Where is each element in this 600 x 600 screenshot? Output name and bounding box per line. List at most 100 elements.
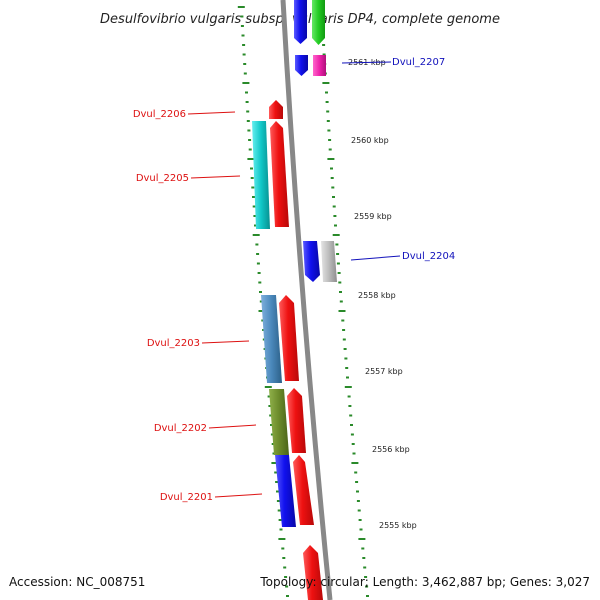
gene-group-top: [294, 0, 326, 76]
outer-tick-mark: [346, 376, 349, 379]
gene-label-dvul-2205[interactable]: Dvul_2205: [136, 173, 189, 184]
inner-tick-mark: [245, 101, 249, 103]
scale-label-2557: 2557 kbp: [365, 367, 403, 376]
gene-box-magenta-2207[interactable]: [313, 55, 326, 76]
outer-tick-mark: [351, 462, 359, 464]
outer-tick-mark: [344, 386, 352, 388]
inner-tick-mark: [282, 557, 286, 559]
gene-label-dvul-2206[interactable]: Dvul_2206: [133, 109, 186, 120]
outer-tick-mark: [348, 405, 352, 407]
outer-tick-mark: [327, 129, 331, 132]
outer-tick-mark: [342, 329, 346, 331]
gene-arrow-red-2205[interactable]: [270, 121, 289, 227]
gene-group-2203: [261, 295, 299, 383]
outer-tick-mark: [335, 243, 339, 246]
gene-label-dvul-2203[interactable]: Dvul_2203: [147, 338, 200, 349]
outer-tick-mark: [328, 139, 332, 141]
inner-tick-mark: [271, 462, 279, 464]
outer-tick-mark: [338, 281, 342, 284]
outer-tick-mark: [356, 490, 359, 493]
leader-line-2207: [341, 61, 392, 64]
inner-tick-mark: [250, 177, 254, 179]
inner-tick-mark: [242, 82, 250, 84]
gene-arrow-green-top[interactable]: [312, 0, 325, 45]
inner-tick-mark: [276, 490, 279, 493]
outer-tick-mark: [359, 528, 363, 531]
outer-tick-mark: [357, 509, 361, 512]
inner-tick-mark: [255, 243, 259, 246]
leader-line-2205: [190, 175, 241, 179]
outer-tick-marks: [317, 6, 369, 597]
outer-tick-mark: [350, 433, 354, 436]
gene-box-steelblue-2203[interactable]: [261, 295, 282, 383]
outer-tick-mark: [358, 538, 366, 540]
inner-tick-mark: [256, 262, 260, 265]
inner-tick-mark: [237, 6, 245, 8]
leader-line-2206: [187, 111, 236, 115]
gene-box-blue-2201[interactable]: [275, 455, 296, 527]
gene-box-gray-2204[interactable]: [321, 241, 337, 282]
outer-tick-mark: [332, 196, 335, 198]
outer-tick-mark: [351, 443, 355, 445]
inner-tick-mark: [248, 139, 252, 141]
inner-tick-mark: [279, 528, 283, 531]
inner-tick-mark: [284, 576, 288, 578]
inner-tick-mark: [241, 34, 245, 37]
inner-tick-mark: [256, 253, 260, 255]
outer-tick-mark: [332, 234, 340, 236]
inner-tick-mark: [254, 224, 257, 227]
gene-label-dvul-2207[interactable]: Dvul_2207: [392, 57, 445, 68]
inner-tick-mark: [245, 91, 248, 94]
outer-tick-mark: [331, 186, 335, 189]
inner-tick-mark: [258, 281, 262, 284]
gene-arrow-blue-top[interactable]: [294, 0, 307, 44]
genome-backbone: [280, 0, 333, 600]
outer-tick-mark: [354, 471, 358, 474]
gene-label-dvul-2204[interactable]: Dvul_2204: [402, 251, 455, 262]
outer-tick-mark: [326, 120, 330, 122]
leader-line-2204: [350, 255, 401, 261]
outer-tick-mark: [322, 44, 326, 46]
outer-tick-mark: [366, 595, 369, 597]
outer-tick-mark: [338, 310, 346, 312]
outer-tick-mark: [350, 424, 353, 426]
gene-group-2204: [303, 241, 337, 282]
gene-label-dvul-2201[interactable]: Dvul_2201: [160, 492, 213, 503]
outer-tick-mark: [333, 215, 337, 217]
outer-tick-mark: [332, 205, 336, 208]
inner-tick-mark: [277, 509, 281, 512]
inner-tick-mark: [283, 566, 287, 569]
outer-tick-mark: [339, 300, 343, 303]
scale-label-2556: 2556 kbp: [372, 445, 410, 454]
inner-tick-mark: [259, 291, 262, 293]
outer-tick-mark: [363, 566, 367, 569]
inner-tick-mark: [274, 471, 278, 474]
inner-tick-mark: [246, 120, 250, 122]
leader-line-2201: [214, 493, 263, 498]
gene-label-dvul-2202[interactable]: Dvul_2202: [154, 423, 207, 434]
gene-arrow-red-2201[interactable]: [293, 455, 314, 525]
outer-tick-mark: [325, 91, 328, 94]
gene-arrow-red-bottom[interactable]: [303, 545, 323, 600]
outer-tick-mark: [339, 291, 342, 293]
inner-tick-mark: [252, 196, 255, 198]
gene-arrow-red-2202[interactable]: [287, 388, 306, 453]
gene-arrow-blue-2204[interactable]: [303, 241, 320, 282]
gene-arrow-red-2203[interactable]: [279, 295, 299, 381]
gene-box-cyan-2205[interactable]: [252, 121, 270, 229]
outer-tick-mark: [344, 357, 348, 360]
gene-group-2206-2205: [252, 100, 289, 229]
gene-arrow-blue-2208[interactable]: [295, 55, 308, 76]
outer-tick-mark: [334, 224, 337, 227]
outer-tick-mark: [365, 585, 369, 588]
gene-box-olive-2202[interactable]: [269, 389, 289, 455]
gene-group-bottom: [303, 545, 323, 600]
gene-group-2201: [275, 455, 314, 527]
leader-line-2203: [201, 340, 250, 344]
inner-tick-mark: [278, 538, 286, 540]
gene-arrow-red-2206[interactable]: [269, 100, 283, 119]
outer-tick-mark: [330, 167, 333, 170]
outer-tick-mark: [336, 253, 340, 255]
inner-tick-mark: [251, 186, 255, 189]
outer-tick-mark: [327, 158, 335, 160]
